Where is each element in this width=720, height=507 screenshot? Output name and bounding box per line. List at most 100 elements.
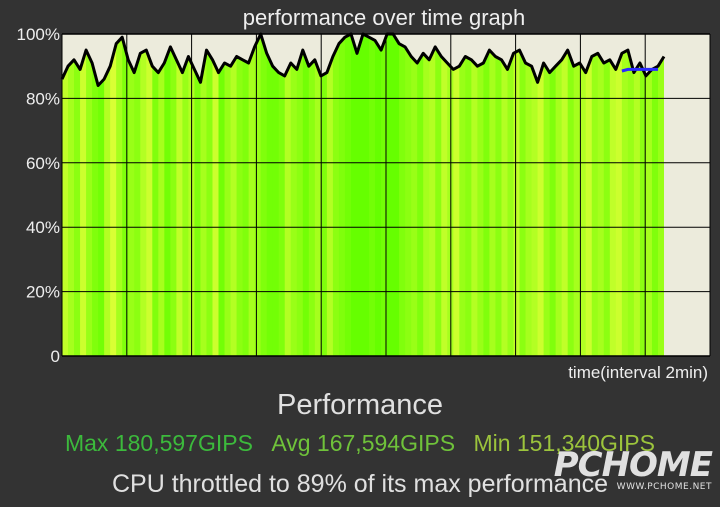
fill-stripe bbox=[609, 34, 617, 356]
fill-stripe bbox=[567, 34, 575, 356]
fill-stripe bbox=[453, 34, 460, 356]
fill-stripe bbox=[164, 34, 171, 356]
fill-stripe bbox=[459, 34, 466, 356]
min-stat: Min 151,340GIPS bbox=[473, 430, 655, 456]
fill-stripe bbox=[308, 34, 316, 356]
fill-stripe bbox=[272, 34, 280, 356]
fill-stripe bbox=[194, 34, 202, 356]
fill-stripe bbox=[134, 34, 141, 356]
fill-stripe bbox=[555, 34, 563, 356]
fill-stripe bbox=[495, 34, 503, 356]
fill-stripe bbox=[200, 34, 208, 356]
fill-stripe bbox=[122, 34, 129, 356]
fill-stripe bbox=[152, 34, 159, 356]
grid-lines bbox=[61, 33, 711, 357]
fill-stripe bbox=[182, 34, 190, 356]
performance-chart: performance over time graph 0 20% 40% 60% 80… bbox=[17, 5, 711, 382]
fill-stripe bbox=[80, 34, 87, 356]
fill-stripe bbox=[363, 34, 370, 356]
fill-stripe bbox=[483, 34, 491, 356]
fill-stripe bbox=[423, 34, 430, 356]
avg-stat: Avg 167,594GIPS bbox=[271, 430, 456, 456]
fill-stripe bbox=[465, 34, 472, 356]
fill-stripe bbox=[176, 34, 183, 356]
fill-stripe bbox=[242, 34, 250, 356]
fill-stripe bbox=[212, 34, 220, 356]
watermark-logo: PCHOME bbox=[553, 445, 713, 485]
fill-stripe bbox=[98, 34, 105, 356]
fill-stripe bbox=[248, 34, 256, 356]
y-tick-label: 20% bbox=[26, 283, 60, 302]
fill-stripe bbox=[477, 34, 484, 356]
fill-stripe bbox=[254, 34, 262, 356]
fill-stripe bbox=[104, 34, 111, 356]
fill-stripe bbox=[92, 34, 99, 356]
y-tick-label: 0 bbox=[51, 347, 60, 366]
fill-stripe bbox=[266, 34, 274, 356]
fill-stripe bbox=[290, 34, 298, 356]
fill-stripe bbox=[230, 34, 238, 356]
fill-stripe bbox=[170, 34, 177, 356]
fill-stripe bbox=[657, 34, 664, 356]
x-axis-label: time(interval 2min) bbox=[568, 363, 708, 382]
fill-stripe bbox=[206, 34, 214, 356]
fill-stripe bbox=[128, 34, 135, 356]
fill-stripe bbox=[236, 34, 244, 356]
fill-stripe bbox=[350, 34, 358, 356]
fill-stripe bbox=[320, 34, 328, 356]
fill-stripe bbox=[314, 34, 322, 356]
fill-stripe bbox=[369, 34, 376, 356]
fill-stripe bbox=[260, 34, 268, 356]
stats-line: Max 180,597GIPS Avg 167,594GIPS Min 151,… bbox=[0, 430, 720, 457]
fill-stripe bbox=[471, 34, 478, 356]
y-tick-label: 40% bbox=[26, 218, 60, 237]
fill-stripe bbox=[537, 34, 545, 356]
fill-stripe bbox=[627, 34, 635, 356]
max-stat: Max 180,597GIPS bbox=[64, 430, 253, 456]
fill-stripe bbox=[140, 34, 147, 356]
fill-stripe bbox=[399, 34, 406, 356]
fill-stripe bbox=[639, 34, 647, 356]
throttle-message: CPU throttled to 89% of its max performa… bbox=[111, 470, 609, 498]
fill-stripe bbox=[633, 34, 641, 356]
fill-stripe bbox=[585, 34, 593, 356]
fill-stripe bbox=[525, 34, 533, 356]
fill-stripe bbox=[441, 34, 448, 356]
fill-stripe bbox=[573, 34, 581, 356]
fill-stripe bbox=[513, 34, 521, 356]
fill-stripe bbox=[393, 34, 400, 356]
fill-stripe bbox=[615, 34, 623, 356]
y-tick-label: 100% bbox=[17, 25, 60, 44]
fill-stripe bbox=[411, 34, 418, 356]
fill-stripe bbox=[561, 34, 569, 356]
fill-stripe bbox=[405, 34, 412, 356]
watermark-url: WWW.PCHOME.NET bbox=[616, 482, 712, 492]
fill-stripe bbox=[74, 34, 81, 356]
performance-fill bbox=[62, 34, 664, 356]
fill-stripe bbox=[435, 34, 442, 356]
highlight-segment bbox=[621, 67, 658, 73]
fill-stripe bbox=[326, 34, 334, 356]
fill-stripe bbox=[302, 34, 310, 356]
fill-stripe bbox=[549, 34, 557, 356]
fill-stripe bbox=[375, 34, 382, 356]
fill-stripe bbox=[621, 34, 629, 356]
fill-stripe bbox=[591, 34, 599, 356]
fill-stripe bbox=[158, 34, 165, 356]
fill-stripe bbox=[338, 34, 346, 356]
fill-stripe bbox=[387, 34, 394, 356]
fill-stripe bbox=[344, 34, 352, 356]
fill-stripe bbox=[417, 34, 424, 356]
y-tick-label: 60% bbox=[26, 154, 60, 173]
fill-stripe bbox=[597, 34, 605, 356]
performance-heading: Performance bbox=[276, 389, 443, 421]
fill-stripe bbox=[296, 34, 304, 356]
chart-title: performance over time graph bbox=[243, 5, 525, 30]
fill-stripe bbox=[651, 34, 659, 356]
fill-stripe bbox=[332, 34, 340, 356]
fill-stripe bbox=[543, 34, 551, 356]
fill-stripe bbox=[224, 34, 232, 356]
fill-stripe bbox=[507, 34, 515, 356]
fill-stripe bbox=[489, 34, 497, 356]
fill-stripe bbox=[218, 34, 226, 356]
